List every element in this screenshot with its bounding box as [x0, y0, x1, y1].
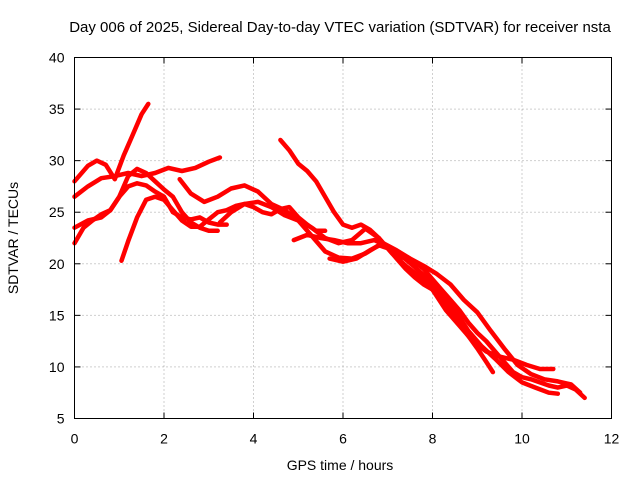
y-tick-label: 5: [57, 411, 65, 427]
y-tick-label: 35: [49, 101, 65, 117]
x-tick-label: 12: [604, 431, 620, 447]
x-tick-label: 0: [71, 431, 79, 447]
series-arc-10: [327, 240, 583, 395]
x-tick-label: 2: [160, 431, 168, 447]
y-tick-label: 25: [49, 204, 65, 220]
series-arc-7: [217, 199, 496, 375]
y-axis-label: SDTVAR / TECUs: [5, 182, 21, 294]
series-arc-4: [72, 166, 220, 246]
y-tick-label: 30: [49, 153, 65, 169]
ticks: 0 2 4 6 8 10 12 5 10 15 20 25 30 35 40: [49, 50, 620, 447]
series-arc-5: [119, 194, 328, 263]
y-tick-label: 10: [49, 359, 65, 375]
x-tick-label: 4: [250, 431, 258, 447]
x-tick-label: 6: [339, 431, 347, 447]
y-tick-label: 20: [49, 256, 65, 272]
x-tick-label: 10: [514, 431, 530, 447]
y-tick-label: 15: [49, 307, 65, 323]
chart-title: Day 006 of 2025, Sidereal Day-to-day VTE…: [69, 19, 611, 36]
series-arc-8: [278, 137, 587, 401]
y-tick-label: 40: [49, 50, 65, 66]
series-group: [72, 101, 587, 401]
series-arc-1: [72, 101, 151, 184]
x-axis-label: GPS time / hours: [287, 457, 394, 473]
x-tick-label: 8: [429, 431, 437, 447]
series-arc-9: [291, 232, 561, 396]
